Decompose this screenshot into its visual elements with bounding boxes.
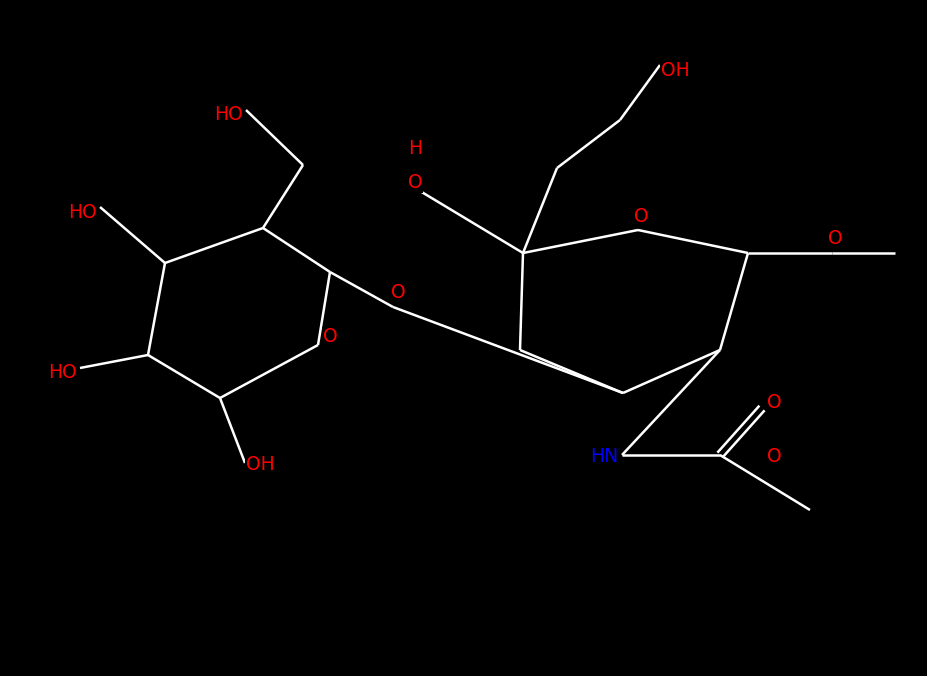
Text: O: O bbox=[766, 448, 781, 466]
Text: O: O bbox=[390, 283, 405, 301]
Text: O: O bbox=[827, 229, 842, 249]
Text: O: O bbox=[766, 393, 781, 412]
Text: HO: HO bbox=[47, 364, 76, 383]
Text: HO: HO bbox=[213, 105, 242, 124]
Text: O: O bbox=[633, 206, 648, 226]
Text: O: O bbox=[323, 327, 337, 347]
Text: OH: OH bbox=[660, 60, 689, 80]
Text: OH: OH bbox=[246, 456, 274, 475]
Text: HO: HO bbox=[68, 203, 96, 222]
Text: H: H bbox=[408, 139, 422, 158]
Text: O: O bbox=[407, 174, 422, 193]
Text: HN: HN bbox=[590, 448, 617, 466]
